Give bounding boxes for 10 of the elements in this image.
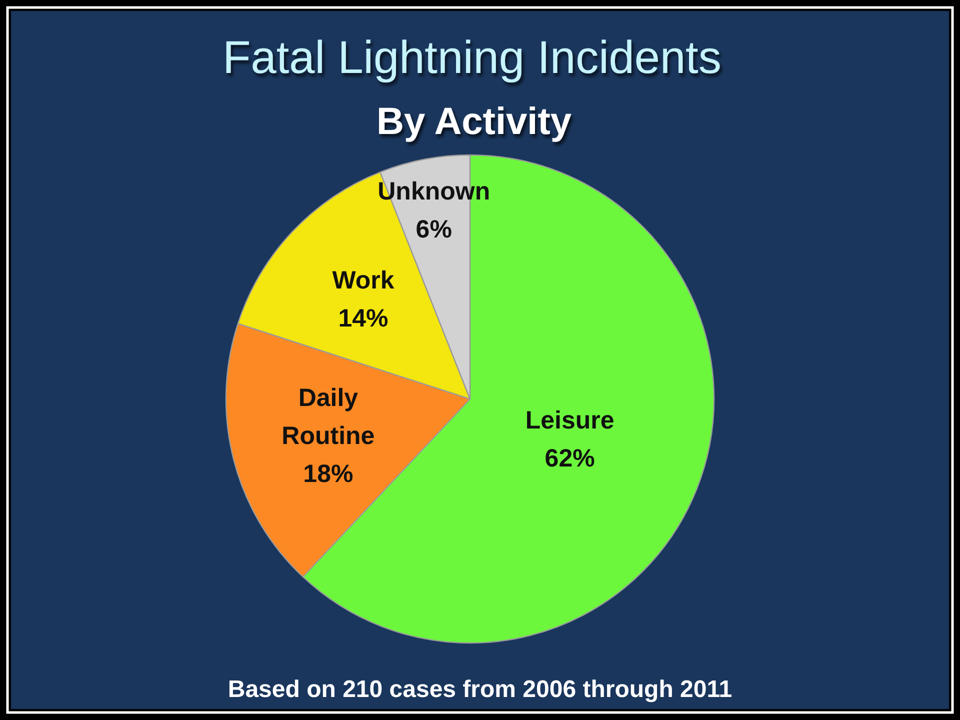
slice-label: Leisure bbox=[525, 406, 614, 434]
slice-label: Work bbox=[332, 266, 394, 295]
chart-subtitle: By Activity bbox=[376, 101, 572, 143]
data-label: 14% bbox=[338, 304, 388, 333]
slice-label: Daily Routine bbox=[282, 384, 375, 450]
data-label: 6% bbox=[416, 215, 452, 244]
chart-title: Fatal Lightning Incidents bbox=[222, 31, 722, 83]
data-label: 62% bbox=[544, 444, 595, 472]
text: Based on 210 cases from 2006 through 2011 bbox=[228, 676, 732, 703]
data-label: 18% bbox=[303, 460, 354, 488]
